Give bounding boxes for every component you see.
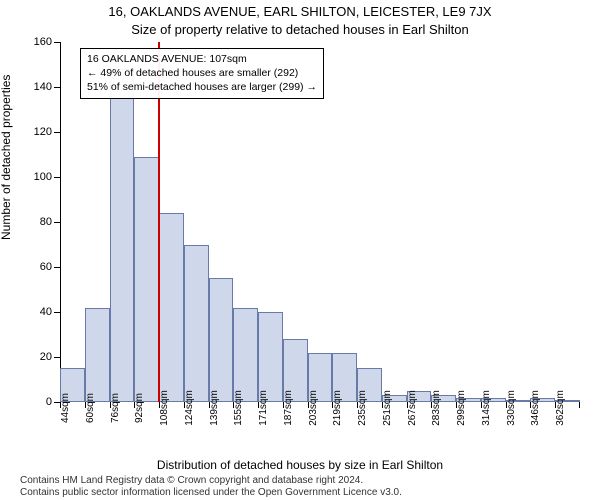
x-tick-label: 155sqm bbox=[233, 390, 244, 426]
y-tick bbox=[54, 312, 60, 313]
x-tick-label: 346sqm bbox=[530, 390, 541, 426]
y-tick-label: 160 bbox=[34, 36, 52, 48]
y-tick-label: 80 bbox=[40, 216, 52, 228]
x-tick-label: 362sqm bbox=[555, 390, 566, 426]
chart-container: 16, OAKLANDS AVENUE, EARL SHILTON, LEICE… bbox=[0, 0, 600, 500]
y-tick bbox=[54, 87, 60, 88]
x-tick-label: 108sqm bbox=[159, 390, 170, 426]
y-tick-label: 100 bbox=[34, 171, 52, 183]
histogram-bar bbox=[85, 308, 110, 403]
histogram-bar bbox=[110, 69, 135, 402]
x-tick-label: 283sqm bbox=[431, 390, 442, 426]
histogram-bar bbox=[159, 213, 184, 402]
x-axis-label: Distribution of detached houses by size … bbox=[0, 458, 600, 472]
histogram-bar bbox=[209, 278, 234, 402]
x-tick-label: 171sqm bbox=[258, 390, 269, 426]
chart-title-sub: Size of property relative to detached ho… bbox=[0, 22, 600, 37]
y-axis-line bbox=[60, 42, 61, 402]
y-tick bbox=[54, 42, 60, 43]
x-tick-label: 139sqm bbox=[209, 390, 220, 426]
info-box-line-2: ← 49% of detached houses are smaller (29… bbox=[87, 66, 317, 80]
histogram-bar bbox=[134, 157, 159, 402]
y-tick-label: 20 bbox=[40, 351, 52, 363]
footer-line-1: Contains HM Land Registry data © Crown c… bbox=[20, 475, 363, 486]
chart-title-main: 16, OAKLANDS AVENUE, EARL SHILTON, LEICE… bbox=[0, 4, 600, 19]
y-tick-label: 40 bbox=[40, 306, 52, 318]
histogram-bar bbox=[258, 312, 283, 402]
x-tick-label: 187sqm bbox=[283, 390, 294, 426]
info-box: 16 OAKLANDS AVENUE: 107sqm← 49% of detac… bbox=[80, 48, 324, 99]
x-tick-label: 235sqm bbox=[357, 390, 368, 426]
x-tick-label: 267sqm bbox=[407, 390, 418, 426]
info-box-line-1: 16 OAKLANDS AVENUE: 107sqm bbox=[87, 52, 317, 66]
y-tick bbox=[54, 222, 60, 223]
y-tick-label: 60 bbox=[40, 261, 52, 273]
histogram-bar bbox=[184, 245, 209, 403]
y-tick bbox=[54, 132, 60, 133]
x-tick-label: 60sqm bbox=[85, 393, 96, 423]
y-axis-label: Number of detached properties bbox=[0, 75, 13, 240]
x-tick-label: 124sqm bbox=[184, 390, 195, 426]
y-tick-label: 140 bbox=[34, 81, 52, 93]
x-tick-label: 330sqm bbox=[506, 390, 517, 426]
x-tick-label: 299sqm bbox=[456, 390, 467, 426]
y-tick-label: 0 bbox=[46, 396, 52, 408]
plot-area: 02040608010012014016044sqm60sqm76sqm92sq… bbox=[60, 42, 580, 402]
footer-line-2: Contains public sector information licen… bbox=[20, 487, 402, 498]
x-tick-label: 44sqm bbox=[60, 393, 71, 423]
x-tick-label: 314sqm bbox=[481, 390, 492, 426]
y-tick bbox=[54, 267, 60, 268]
info-box-line-3: 51% of semi-detached houses are larger (… bbox=[87, 80, 317, 94]
x-tick-label: 219sqm bbox=[332, 390, 343, 426]
x-tick-label: 203sqm bbox=[308, 390, 319, 426]
x-tick-label: 76sqm bbox=[110, 393, 121, 423]
y-tick-label: 120 bbox=[34, 126, 52, 138]
histogram-bar bbox=[233, 308, 258, 403]
x-tick-label: 251sqm bbox=[382, 390, 393, 426]
y-tick bbox=[54, 357, 60, 358]
y-tick bbox=[54, 177, 60, 178]
x-tick bbox=[579, 402, 580, 408]
x-tick-label: 92sqm bbox=[134, 393, 145, 423]
